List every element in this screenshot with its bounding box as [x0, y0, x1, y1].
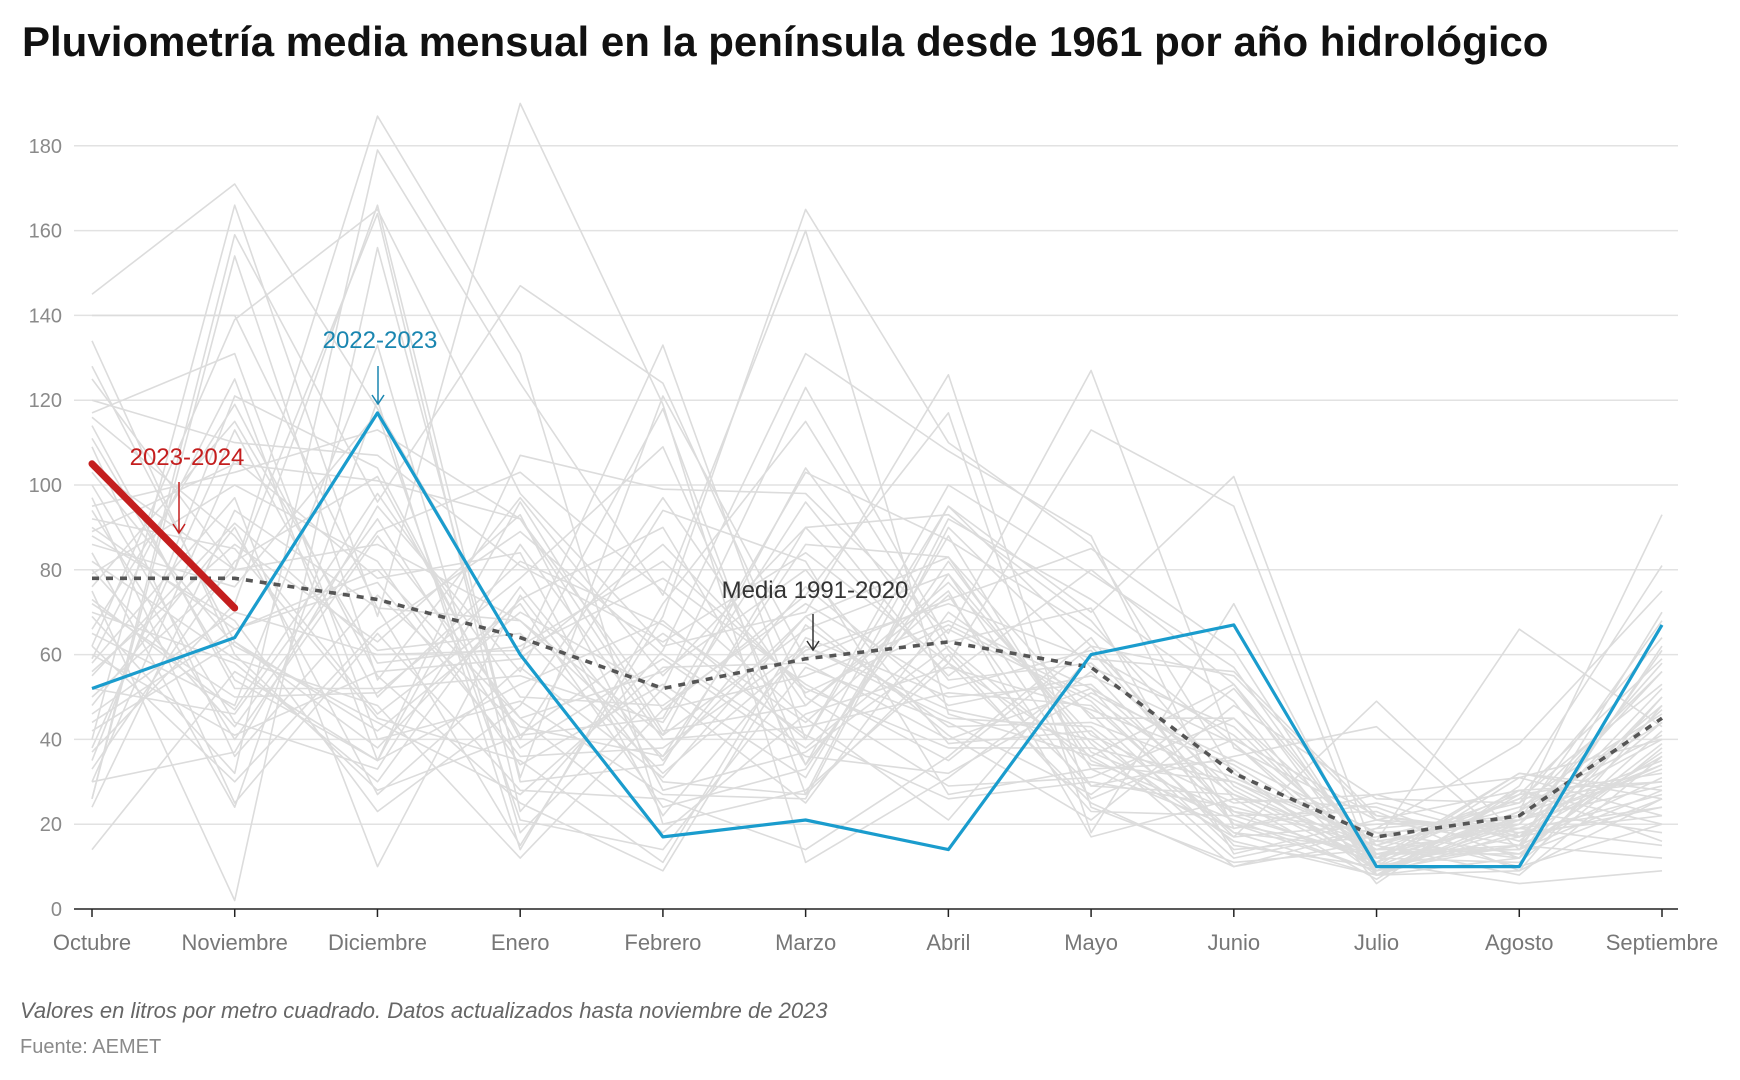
- year-series-line: [91, 530, 1663, 838]
- year-series-line: [91, 484, 1663, 842]
- footnote: Valores en litros por metro cuadrado. Da…: [20, 998, 828, 1023]
- annotation-label-media-1991-2020: Media 1991-2020: [722, 577, 909, 604]
- year-series-line: [91, 611, 1663, 851]
- source-credit: Fuente: AEMET: [20, 1036, 162, 1058]
- year-series-line: [91, 399, 1663, 851]
- y-tick-label: 160: [29, 221, 62, 243]
- y-tick-label: 40: [40, 729, 62, 751]
- x-tick-label: Julio: [1354, 930, 1399, 955]
- annotation-label-2023-2024: 2023-2024: [130, 444, 245, 471]
- annotation-layer: 2022-2023 2023-2024 Media 1991-2020: [130, 327, 909, 652]
- x-tick-label: Septiembre: [1606, 930, 1719, 955]
- year-series-line: [91, 437, 1663, 838]
- y-tick-label: 120: [29, 390, 62, 412]
- annotation-arrow-head: [806, 640, 820, 652]
- y-tick-label: 180: [29, 136, 62, 158]
- series-line-media-1991-2020: [92, 576, 1664, 839]
- x-tick-label: Abril: [926, 930, 970, 955]
- y-tick-label: 140: [29, 305, 62, 327]
- year-series-line: [91, 492, 1663, 859]
- x-tick-label: Octubre: [53, 930, 131, 955]
- year-series-line: [91, 149, 1663, 876]
- grid-layer: 0 20 40 60 80 100 120 140 160 180 Octubre Noviembre…: [29, 136, 1719, 955]
- x-tick-label: Agosto: [1485, 930, 1554, 955]
- y-tick-label: 100: [29, 475, 62, 497]
- x-tick-label: Febrero: [624, 930, 701, 955]
- year-series-line: [91, 513, 1663, 859]
- year-series-line: [91, 496, 1663, 872]
- year-series-line: [91, 416, 1663, 855]
- year-series-line: [91, 412, 1663, 864]
- year-series-line: [91, 496, 1663, 859]
- y-tick-label: 0: [51, 899, 62, 921]
- x-tick-label: Marzo: [775, 930, 836, 955]
- year-series-line: [91, 526, 1663, 821]
- year-series-line: [91, 425, 1663, 864]
- background-years-layer: [91, 102, 1663, 902]
- chart-title: Pluviometría media mensual en la penínsu…: [22, 18, 1549, 65]
- x-tick-label: Enero: [491, 930, 550, 955]
- y-tick-label: 60: [40, 645, 62, 667]
- year-series-line: [91, 497, 1663, 872]
- year-series-line: [92, 208, 1663, 872]
- year-series-line: [91, 471, 1663, 868]
- annotation-arrow-head: [172, 523, 186, 535]
- year-series-line: [91, 509, 1663, 851]
- year-series-line: [91, 429, 1663, 838]
- x-tick-label: Mayo: [1064, 930, 1118, 955]
- y-tick-label: 80: [40, 560, 62, 582]
- annotation-label-2022-2023: 2022-2023: [323, 327, 438, 354]
- year-series-line: [91, 543, 1663, 847]
- series-line-2022-2023: [91, 411, 1664, 869]
- series-line-2023-2024: [88, 460, 239, 612]
- year-series-line: [91, 412, 1663, 876]
- year-series-line: [91, 577, 1663, 881]
- x-tick-label: Noviembre: [182, 930, 288, 955]
- year-series-line: [91, 234, 1663, 868]
- year-series-line: [91, 509, 1663, 868]
- y-tick-label: 20: [40, 814, 62, 836]
- highlight-layer: [88, 411, 1664, 869]
- annotation-arrow-head: [371, 394, 385, 406]
- x-tick-label: Junio: [1208, 930, 1261, 955]
- x-tick-label: Diciembre: [328, 930, 427, 955]
